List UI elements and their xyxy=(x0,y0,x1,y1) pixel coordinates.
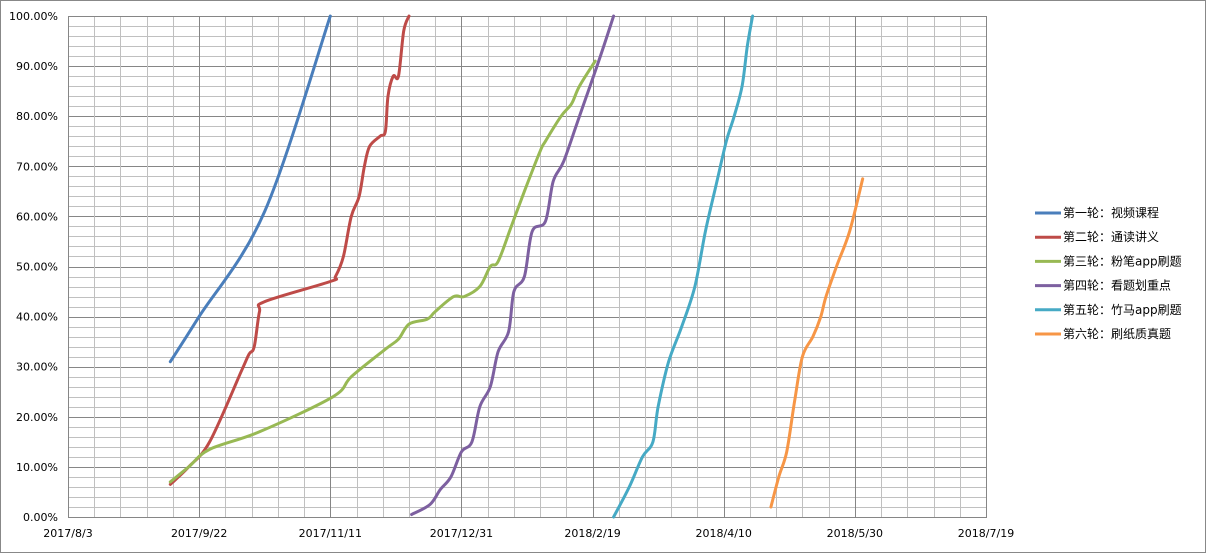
legend-label: 第三轮：粉笔app刷题 xyxy=(1063,253,1182,268)
series-lines xyxy=(168,14,865,519)
series-line-5 xyxy=(612,14,755,519)
legend: 第一轮：视频课程第二轮：通读讲义第三轮：粉笔app刷题第四轮：看题划重点第五轮：… xyxy=(1035,205,1182,341)
x-axis: 2017/8/3 2017/9/22 2017/11/11 2017/12/31 201… xyxy=(43,527,1014,540)
legend-item: 第五轮：竹马app刷题 xyxy=(1035,303,1182,317)
legend-label: 第四轮：看题划重点 xyxy=(1063,279,1171,293)
legend-item: 第一轮：视频课程 xyxy=(1035,205,1159,220)
series-line-4 xyxy=(410,14,616,516)
legend-item: 第二轮：通读讲义 xyxy=(1035,229,1159,244)
legend-label: 第一轮：视频课程 xyxy=(1063,205,1159,220)
y-tick-label: 80.00% xyxy=(16,110,58,123)
legend-item: 第六轮：刷纸质真题 xyxy=(1035,327,1171,341)
x-tick-label: 2018/2/19 xyxy=(564,527,620,540)
x-tick-label: 2017/11/11 xyxy=(299,527,362,540)
y-axis: 0.00% 10.00% 20.00% 30.00% 40.00% 50.00% 60.00… xyxy=(9,10,58,524)
x-tick-label: 2018/7/19 xyxy=(958,527,1014,540)
series-line-1 xyxy=(168,14,332,364)
y-tick-label: 60.00% xyxy=(16,210,58,223)
x-tick-label: 2018/5/30 xyxy=(827,527,883,540)
x-tick-label: 2018/4/10 xyxy=(696,527,752,540)
y-tick-label: 40.00% xyxy=(16,311,58,324)
y-tick-label: 20.00% xyxy=(16,411,58,424)
legend-item: 第三轮：粉笔app刷题 xyxy=(1035,253,1182,268)
x-tick-label: 2017/9/22 xyxy=(171,527,227,540)
legend-item: 第四轮：看题划重点 xyxy=(1035,279,1171,293)
legend-label: 第二轮：通读讲义 xyxy=(1063,229,1159,244)
y-tick-label: 70.00% xyxy=(16,160,58,173)
y-tick-label: 50.00% xyxy=(16,261,58,274)
series-line-2 xyxy=(168,14,411,486)
series-line-6 xyxy=(769,177,865,509)
series-line-3 xyxy=(168,59,597,484)
y-tick-label: 90.00% xyxy=(16,60,58,73)
legend-label: 第六轮：刷纸质真题 xyxy=(1063,327,1171,341)
legend-label: 第五轮：竹马app刷题 xyxy=(1063,303,1182,317)
y-tick-label: 100.00% xyxy=(9,10,58,23)
plot-area-border xyxy=(68,16,987,518)
y-tick-label: 10.00% xyxy=(16,461,58,474)
y-tick-label: 0.00% xyxy=(23,511,58,524)
x-tick-label: 2017/8/3 xyxy=(43,527,92,540)
x-tick-label: 2017/12/31 xyxy=(430,527,493,540)
y-tick-label: 30.00% xyxy=(16,361,58,374)
